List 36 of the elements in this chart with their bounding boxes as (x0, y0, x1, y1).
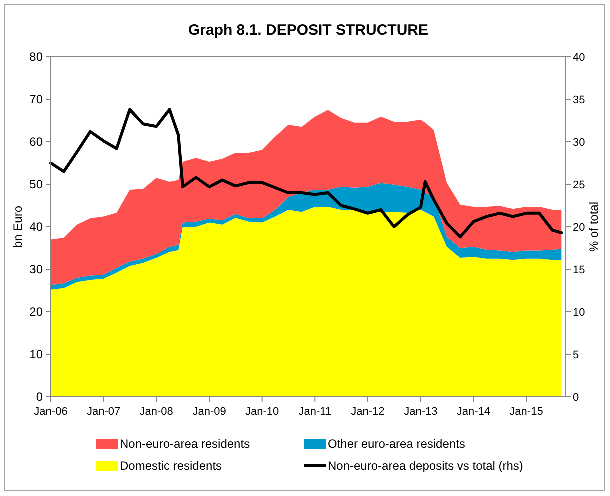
legend-label: Domestic residents (120, 459, 222, 474)
y-tick-label: 30 (30, 262, 44, 277)
y2-tick-label: 5 (573, 349, 580, 362)
x-tick-label: Jan-14 (456, 406, 491, 418)
y2-tick-label: 20 (573, 222, 586, 234)
y-tick-label: 0 (36, 390, 44, 404)
y2-tick-label: 35 (573, 94, 586, 106)
y-tick-label: 70 (30, 92, 44, 107)
x-tick-label: Jan-15 (510, 406, 544, 418)
y-tick-label: 80 (30, 50, 44, 64)
y2-tick-label: 0 (573, 392, 580, 404)
y-axis-title: bn Euro (11, 206, 25, 248)
x-tick-label: Jan-08 (140, 406, 174, 418)
y2-tick-label: 25 (573, 179, 586, 192)
y2-tick-label: 10 (573, 306, 586, 319)
x-tick-label: Jan-07 (86, 406, 121, 418)
x-tick-label: Jan-13 (404, 406, 438, 418)
y2-tick-label: 30 (573, 136, 586, 149)
y-tick-label: 50 (30, 178, 44, 192)
y-tick-label: 20 (30, 305, 44, 320)
legend-label: Non-euro-area deposits vs total (rhs) (328, 459, 524, 474)
y-tick-label: 60 (30, 135, 44, 150)
y2-tick-label: 40 (573, 52, 586, 64)
y-tick-label: 40 (30, 220, 44, 234)
y2-axis-title: % of total (587, 202, 601, 252)
y2-tick-label: 15 (573, 264, 586, 276)
line-series (50, 108, 564, 239)
x-tick-label: Jan-06 (34, 406, 68, 418)
x-tick-label: Jan-11 (298, 406, 332, 418)
legend-label: Non-euro-area residents (120, 437, 250, 452)
chart-title: Graph 8.1. DEPOSIT STRUCTURE (188, 22, 429, 39)
x-tick-label: Jan-12 (351, 406, 385, 418)
x-tick-label: Jan-09 (192, 406, 226, 418)
x-tick-label: Jan-10 (246, 406, 280, 418)
y-tick-label: 10 (30, 348, 44, 362)
legend-label: Other euro-area residents (328, 437, 466, 452)
